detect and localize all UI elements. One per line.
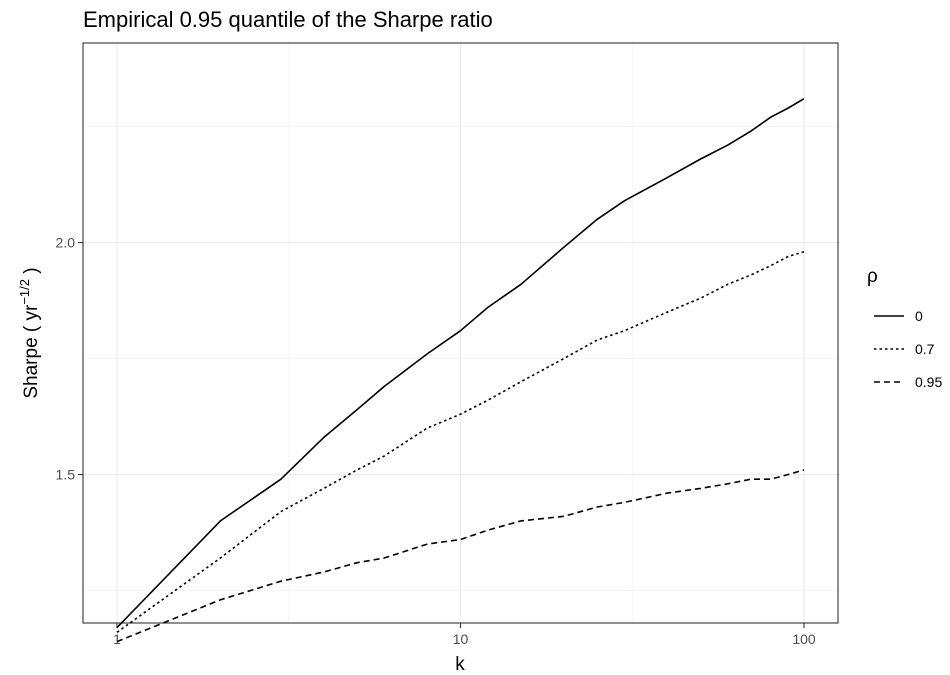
- y-tick-label: 2.0: [56, 235, 76, 251]
- axes: 1 10 100 1.5 2.0: [56, 235, 816, 647]
- y-axis-title: Sharpe ( yr−1/2 ): [17, 267, 42, 398]
- y-axis-title-suffix: ): [21, 267, 42, 279]
- series-line-0: [116, 98, 805, 629]
- legend-label: 0: [915, 308, 923, 324]
- x-tick-label: 10: [453, 631, 469, 647]
- x-tick-label: 100: [792, 631, 816, 647]
- y-axis-title-exponent: −1/2: [17, 279, 32, 305]
- x-tick-label: 1: [113, 631, 121, 647]
- legend: ρ 0 0.7 0.95: [867, 266, 942, 390]
- grid: [83, 43, 838, 623]
- legend-title: ρ: [867, 266, 878, 287]
- chart-title: Empirical 0.95 quantile of the Sharpe ra…: [83, 7, 493, 32]
- legend-label: 0.95: [915, 374, 942, 390]
- legend-label: 0.7: [915, 341, 935, 357]
- y-axis-title-base: Sharpe ( yr: [21, 304, 42, 399]
- series-line-0-7: [116, 251, 805, 633]
- y-tick-label: 1.5: [56, 467, 76, 483]
- series-lines: [116, 98, 805, 643]
- x-axis-title: k: [455, 654, 465, 675]
- series-line-0-95: [116, 469, 805, 643]
